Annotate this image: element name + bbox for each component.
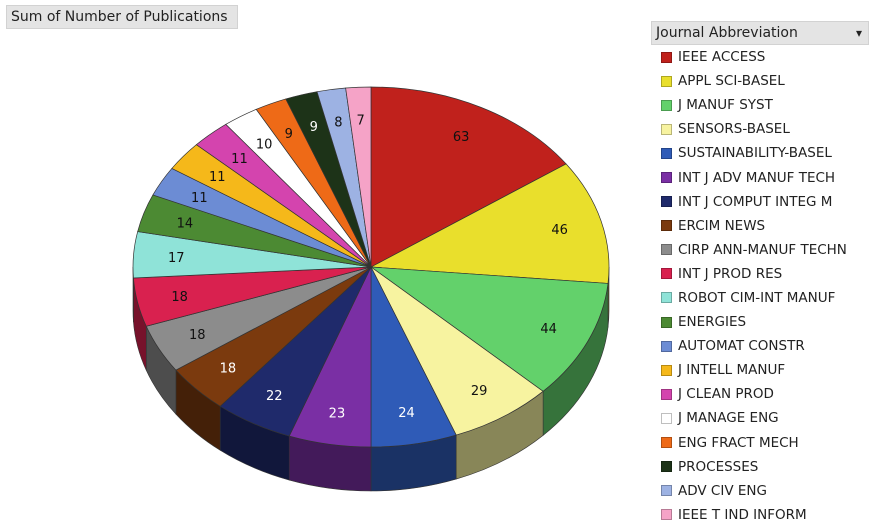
legend-item-appl-sci-basel[interactable]: APPL SCI-BASEL — [651, 69, 869, 93]
data-label-j-intell-manuf: 11 — [209, 170, 226, 185]
legend-swatch — [661, 172, 672, 183]
legend-label: INT J ADV MANUF TECH — [678, 170, 835, 186]
legend-swatch — [661, 220, 672, 231]
legend-swatch — [661, 461, 672, 472]
legend-item-robot-cim-int-manuf[interactable]: ROBOT CIM-INT MANUF — [651, 286, 869, 310]
data-label-j-manage-eng: 10 — [256, 137, 273, 152]
legend-swatch — [661, 76, 672, 87]
legend-label: INT J PROD RES — [678, 266, 782, 282]
data-label-int-j-comput-integ-m: 22 — [266, 389, 283, 404]
legend-swatch — [661, 148, 672, 159]
legend-item-sensors-basel[interactable]: SENSORS-BASEL — [651, 117, 869, 141]
legend-swatch — [661, 341, 672, 352]
legend-label: APPL SCI-BASEL — [678, 73, 785, 89]
legend-label: SENSORS-BASEL — [678, 121, 790, 137]
legend-item-int-j-prod-res[interactable]: INT J PROD RES — [651, 262, 869, 286]
legend-swatch — [661, 292, 672, 303]
data-label-int-j-adv-manuf-tech: 23 — [329, 406, 346, 421]
data-label-appl-sci-basel: 46 — [551, 223, 568, 238]
legend-label: ROBOT CIM-INT MANUF — [678, 290, 835, 306]
legend-label: INT J COMPUT INTEG M — [678, 194, 832, 210]
legend-swatch — [661, 196, 672, 207]
data-label-ieee-access: 63 — [453, 130, 470, 145]
legend-swatch — [661, 124, 672, 135]
legend-swatch — [661, 268, 672, 279]
data-label-j-clean-prod: 11 — [231, 152, 248, 167]
legend-item-ieee-t-ind-inform[interactable]: IEEE T IND INFORM — [651, 503, 869, 527]
legend-item-adv-civ-eng[interactable]: ADV CIV ENG — [651, 479, 869, 503]
legend-swatch — [661, 317, 672, 328]
data-label-j-manuf-syst: 44 — [540, 322, 557, 337]
data-label-energies: 14 — [177, 217, 194, 232]
legend-item-j-manuf-syst[interactable]: J MANUF SYST — [651, 93, 869, 117]
legend-item-j-intell-manuf[interactable]: J INTELL MANUF — [651, 358, 869, 382]
legend-item-j-clean-prod[interactable]: J CLEAN PROD — [651, 382, 869, 406]
data-label-robot-cim-int-manuf: 17 — [168, 251, 185, 266]
dropdown-icon[interactable]: ▾ — [856, 22, 862, 44]
legend-item-ieee-access[interactable]: IEEE ACCESS — [651, 45, 869, 69]
legend: Journal Abbreviation ▾ IEEE ACCESS APPL S… — [651, 21, 869, 527]
legend-label: J CLEAN PROD — [678, 386, 774, 402]
legend-item-ercim-news[interactable]: ERCIM NEWS — [651, 214, 869, 238]
data-label-processes: 9 — [310, 120, 318, 135]
legend-item-automat-constr[interactable]: AUTOMAT CONSTR — [651, 334, 869, 358]
legend-item-j-manage-eng[interactable]: J MANAGE ENG — [651, 406, 869, 430]
legend-swatch — [661, 485, 672, 496]
legend-item-processes[interactable]: PROCESSES — [651, 455, 869, 479]
legend-label: IEEE ACCESS — [678, 49, 765, 65]
data-label-ercim-news: 18 — [220, 361, 237, 376]
legend-label: ENERGIES — [678, 314, 746, 330]
data-label-int-j-prod-res: 18 — [171, 290, 188, 305]
legend-swatch — [661, 100, 672, 111]
legend-item-energies[interactable]: ENERGIES — [651, 310, 869, 334]
data-label-cirp-ann-manuf-techn: 18 — [189, 328, 206, 343]
legend-item-int-j-comput-integ-m[interactable]: INT J COMPUT INTEG M — [651, 190, 869, 214]
legend-title: Journal Abbreviation — [656, 25, 798, 41]
legend-label: AUTOMAT CONSTR — [678, 338, 805, 354]
legend-label: PROCESSES — [678, 459, 758, 475]
legend-label: ENG FRACT MECH — [678, 435, 799, 451]
legend-header[interactable]: Journal Abbreviation ▾ — [651, 21, 869, 45]
data-label-sustainability-basel: 24 — [398, 406, 415, 421]
data-label-adv-civ-eng: 8 — [334, 115, 342, 130]
legend-swatch — [661, 413, 672, 424]
legend-label: J MANUF SYST — [678, 97, 773, 113]
legend-swatch — [661, 389, 672, 400]
legend-item-sustainability-basel[interactable]: SUSTAINABILITY-BASEL — [651, 141, 869, 165]
data-label-eng-fract-mech: 9 — [285, 127, 293, 142]
legend-item-int-j-adv-manuf-tech[interactable]: INT J ADV MANUF TECH — [651, 165, 869, 189]
legend-swatch — [661, 52, 672, 63]
data-label-sensors-basel: 29 — [471, 384, 488, 399]
legend-label: J MANAGE ENG — [678, 410, 779, 426]
legend-label: CIRP ANN-MANUF TECHN — [678, 242, 847, 258]
data-label-automat-constr: 11 — [191, 191, 208, 206]
legend-label: J INTELL MANUF — [678, 362, 785, 378]
legend-item-cirp-ann-manuf-techn[interactable]: CIRP ANN-MANUF TECHN — [651, 238, 869, 262]
legend-label: ERCIM NEWS — [678, 218, 765, 234]
legend-label: IEEE T IND INFORM — [678, 507, 807, 523]
legend-swatch — [661, 365, 672, 376]
data-label-ieee-t-ind-inform: 7 — [356, 114, 364, 129]
legend-label: ADV CIV ENG — [678, 483, 767, 499]
legend-label: SUSTAINABILITY-BASEL — [678, 145, 832, 161]
legend-swatch — [661, 509, 672, 520]
legend-swatch — [661, 244, 672, 255]
legend-swatch — [661, 437, 672, 448]
legend-list: IEEE ACCESS APPL SCI-BASEL J MANUF SYST SEN… — [651, 45, 869, 527]
legend-item-eng-fract-mech[interactable]: ENG FRACT MECH — [651, 431, 869, 455]
